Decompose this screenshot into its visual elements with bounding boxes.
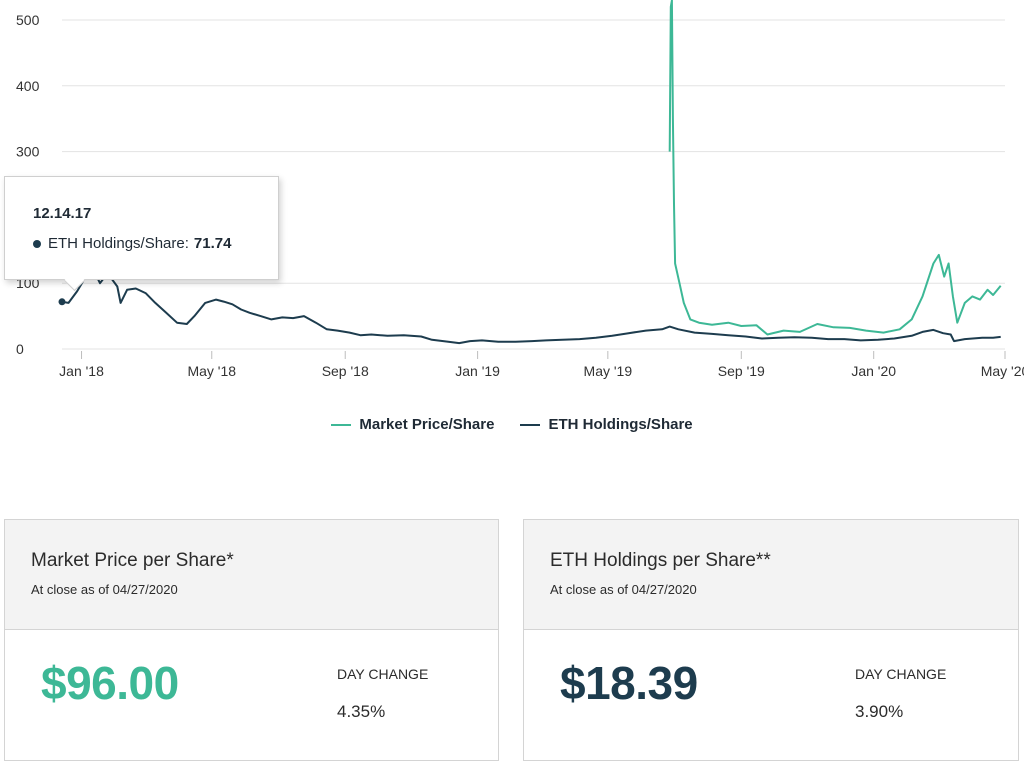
series-line-market-price (668, 0, 1002, 336)
market-price-card: Market Price per Share* At close as of 0… (4, 519, 499, 761)
legend-swatch-eth-holdings (520, 423, 541, 426)
chart-series (61, 0, 1002, 345)
eth-day-change-value: 3.90% (855, 702, 904, 721)
x-tick-label-0: Jan '18 (59, 363, 104, 379)
tooltip-series-dot (33, 239, 41, 248)
legend-label-market-price: Market Price/Share (359, 416, 495, 433)
eth-holdings-value: $18.39 (560, 657, 698, 709)
y-tick-label-500: 500 (16, 12, 40, 28)
x-tick-label-4: May '19 (584, 363, 633, 379)
tooltip-date: 12.14.17 (33, 205, 92, 222)
legend-swatch-market-price (331, 423, 352, 426)
x-tick-label-3: Jan '19 (455, 363, 500, 379)
chart-legend: Market Price/Share ETH Holdings/Share (0, 416, 1024, 433)
market-price-value: $96.00 (41, 657, 179, 709)
y-tick-label-400: 400 (16, 78, 40, 94)
eth-holdings-card-subtitle: At close as of 04/27/2020 (550, 582, 697, 597)
x-tick-label-2: Sep '18 (322, 363, 369, 379)
tooltip-row: ETH Holdings/Share: 71.74 (33, 235, 231, 252)
x-axis-ticks: Jan '18 May '18 Sep '18 Jan '19 May '19 Sep '… (59, 351, 1024, 379)
tooltip-series-label: ETH Holdings/Share: (48, 235, 189, 252)
hover-marker (58, 298, 66, 306)
eth-day-change-label: DAY CHANGE (855, 666, 947, 682)
legend-label-eth-holdings: ETH Holdings/Share (548, 416, 693, 433)
x-tick-label-7: May '20 (981, 363, 1024, 379)
market-day-change-label: DAY CHANGE (337, 666, 429, 682)
legend-item-eth-holdings[interactable]: ETH Holdings/Share (520, 416, 693, 433)
legend-item-market-price[interactable]: Market Price/Share (331, 416, 494, 433)
x-tick-label-6: Jan '20 (851, 363, 896, 379)
series-line-eth-holdings (61, 269, 1001, 345)
eth-holdings-card: ETH Holdings per Share** At close as of … (523, 519, 1019, 761)
market-price-card-header: Market Price per Share* At close as of 0… (5, 520, 498, 630)
y-tick-label-0: 0 (16, 341, 24, 357)
chart-grid (62, 19, 1005, 350)
eth-holdings-card-header: ETH Holdings per Share** At close as of … (524, 520, 1018, 630)
chart-tooltip: 12.14.17 ETH Holdings/Share: 71.74 (4, 176, 279, 292)
market-day-change-value: 4.35% (337, 702, 386, 721)
x-tick-label-1: May '18 (187, 363, 236, 379)
x-tick-label-5: Sep '19 (718, 363, 765, 379)
eth-holdings-card-title: ETH Holdings per Share** (550, 550, 771, 571)
tooltip-value: 71.74 (193, 235, 232, 252)
market-price-card-title: Market Price per Share* (31, 550, 234, 571)
y-tick-label-300: 300 (16, 144, 40, 160)
market-price-card-subtitle: At close as of 04/27/2020 (31, 582, 178, 597)
